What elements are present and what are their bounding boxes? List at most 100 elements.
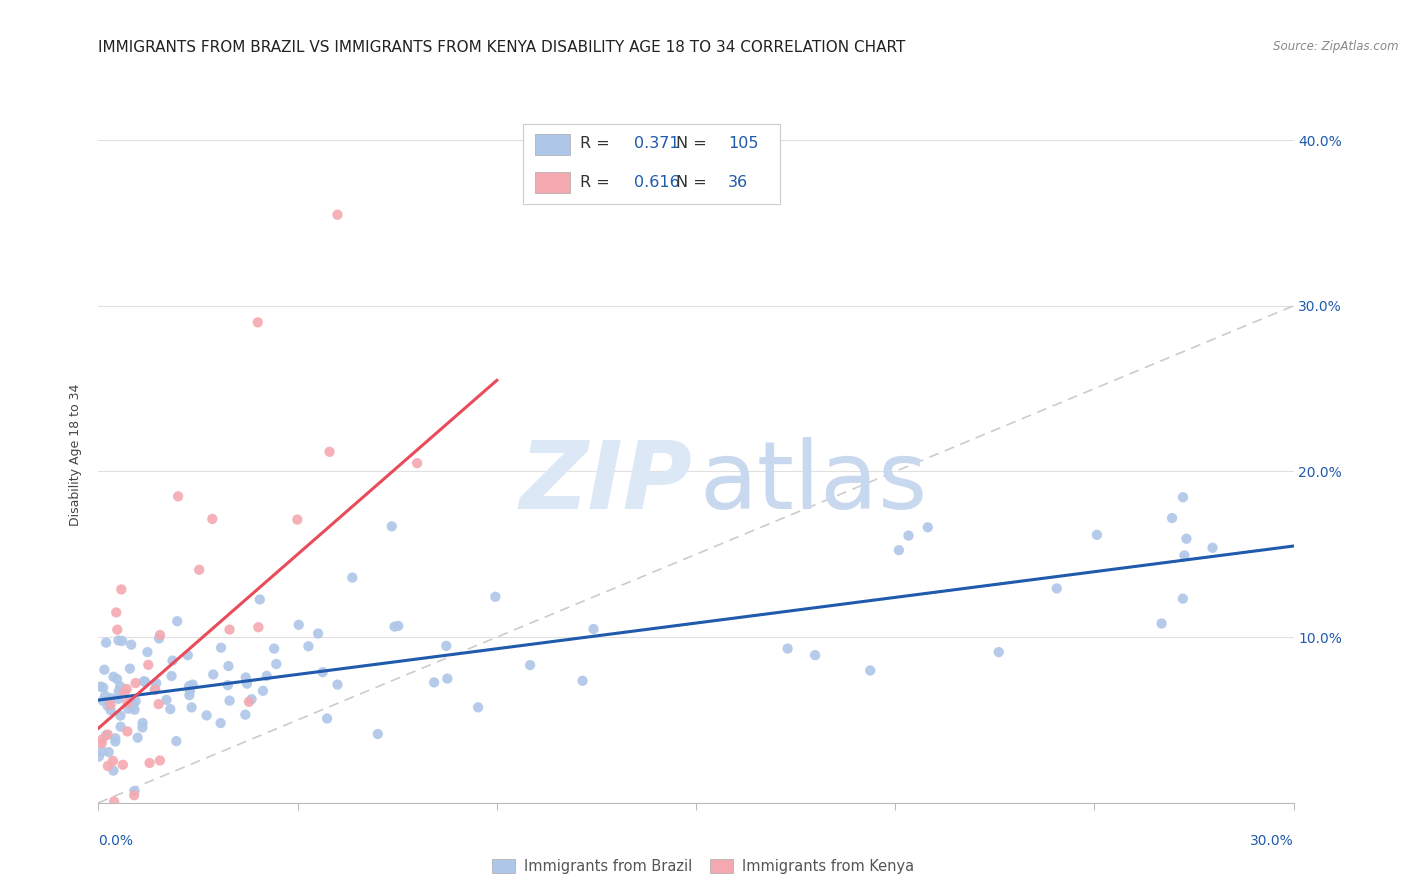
Point (145, 676, 167, 690)
Point (987, 645, 1010, 659)
Point (162, 654, 184, 668)
Point (326, 208, 349, 222)
Point (111, 757, 134, 772)
Point (134, 675, 156, 690)
Point (387, 619, 409, 633)
Point (100, 691, 122, 706)
Point (136, 645, 159, 659)
Text: N =: N = (676, 136, 711, 152)
Point (316, 711, 339, 725)
Point (201, 512, 224, 526)
Text: 36: 36 (728, 175, 748, 190)
Point (122, 789, 145, 803)
Text: 0.0%: 0.0% (98, 834, 134, 848)
Point (209, 640, 232, 655)
Point (1171, 490, 1194, 504)
Point (565, 189, 588, 203)
Point (236, 676, 259, 690)
Point (103, 794, 125, 808)
Point (104, 731, 127, 746)
Point (177, 648, 200, 663)
Point (571, 673, 593, 688)
Point (143, 682, 166, 697)
Y-axis label: Disability Age 18 to 34: Disability Age 18 to 34 (69, 384, 83, 526)
Point (136, 657, 159, 672)
Point (266, 657, 288, 671)
Point (149, 754, 172, 768)
Text: R =: R = (581, 136, 614, 152)
Point (1085, 528, 1108, 542)
Point (235, 670, 257, 684)
Point (188, 563, 211, 577)
Point (89, 680, 111, 694)
Point (124, 694, 146, 708)
Point (91, 681, 114, 695)
Point (131, 715, 153, 730)
Point (103, 670, 125, 684)
Point (132, 674, 155, 689)
Point (384, 619, 406, 633)
Point (105, 606, 128, 620)
Point (1161, 511, 1184, 525)
Text: N =: N = (676, 175, 711, 190)
Point (342, 571, 364, 585)
Point (118, 662, 141, 676)
Point (181, 677, 204, 691)
Point (897, 528, 920, 542)
Text: 105: 105 (728, 136, 759, 152)
Point (1046, 582, 1069, 596)
Point (233, 707, 256, 722)
Point (138, 756, 160, 770)
Point (179, 679, 201, 693)
Point (252, 683, 274, 698)
Point (381, 519, 404, 533)
Point (117, 696, 139, 710)
Text: Source: ZipAtlas.com: Source: ZipAtlas.com (1274, 40, 1399, 54)
Point (112, 686, 135, 700)
Point (120, 638, 142, 652)
Point (247, 620, 270, 634)
Text: atlas: atlas (700, 437, 928, 529)
Point (202, 667, 225, 681)
Point (166, 614, 188, 628)
Point (423, 675, 446, 690)
Point (1173, 549, 1195, 563)
Point (148, 697, 170, 711)
Point (887, 543, 910, 558)
Point (256, 669, 278, 683)
Point (115, 681, 138, 696)
Point (105, 672, 128, 686)
Point (97, 727, 120, 741)
Text: 0.371: 0.371 (634, 136, 679, 152)
Point (436, 672, 458, 686)
Point (776, 641, 799, 656)
Point (217, 659, 239, 673)
Point (467, 700, 489, 714)
Point (91, 801, 114, 815)
Point (111, 634, 134, 648)
Point (285, 512, 308, 526)
Point (108, 679, 131, 693)
Point (148, 632, 170, 646)
Point (90, 736, 112, 750)
Point (519, 658, 541, 673)
Point (107, 633, 129, 648)
Point (97, 698, 120, 713)
Point (804, 648, 827, 662)
Point (246, 315, 269, 329)
Point (167, 489, 190, 503)
Point (155, 693, 177, 707)
Point (100, 698, 122, 712)
Point (124, 703, 146, 717)
Point (117, 702, 139, 716)
Text: ZIP: ZIP (519, 437, 692, 529)
Point (149, 628, 172, 642)
Text: 0.616: 0.616 (634, 175, 679, 190)
Point (859, 664, 882, 678)
Text: 30.0%: 30.0% (1250, 834, 1294, 848)
Point (104, 734, 127, 748)
Point (1201, 541, 1223, 555)
Point (218, 623, 240, 637)
Point (97, 759, 120, 773)
Point (87, 749, 110, 764)
